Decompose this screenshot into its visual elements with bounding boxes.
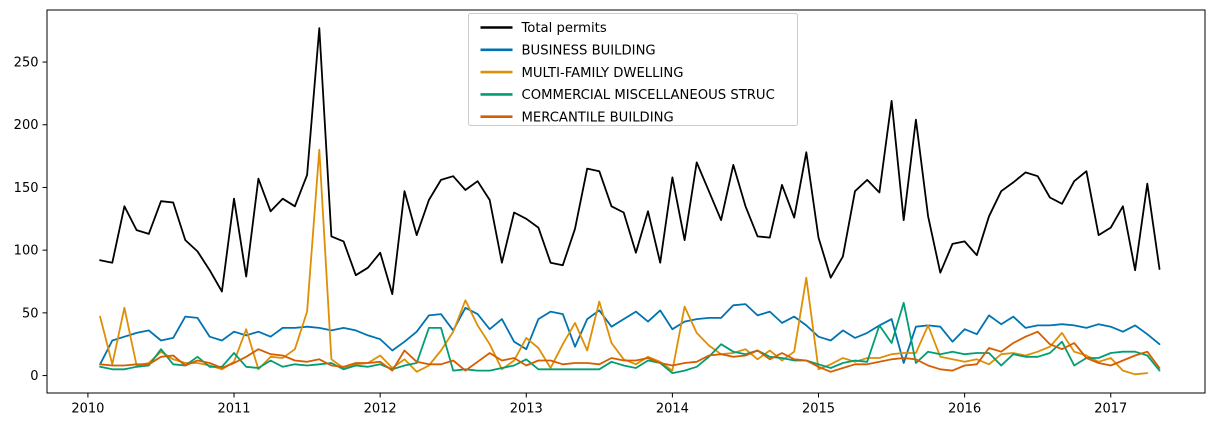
x-tick-label: 2017 — [1094, 402, 1127, 417]
legend-label-commercial-miscellaneous-struc: COMMERCIAL MISCELLANEOUS STRUC — [522, 88, 775, 103]
x-tick-label: 2014 — [656, 402, 689, 417]
x-tick-label: 2013 — [510, 402, 543, 417]
legend-label-business-building: BUSINESS BUILDING — [522, 44, 656, 59]
x-tick-label: 2010 — [71, 402, 104, 417]
series-line-multi-family-dwelling — [99, 148, 1149, 376]
series-line-commercial-miscellaneous-struc — [99, 301, 1161, 374]
x-tick-label: 2011 — [217, 402, 250, 417]
legend-box — [468, 13, 798, 126]
series-line-business-building — [99, 303, 1161, 366]
y-tick-label: 100 — [14, 244, 39, 259]
series-line-mercantile-building — [99, 330, 1161, 373]
x-tick-label: 2016 — [948, 402, 981, 417]
legend-label-multi-family-dwelling: MULTI-FAMILY DWELLING — [522, 66, 684, 81]
legend-label-total-permits: Total permits — [521, 21, 607, 36]
y-tick-label: 150 — [14, 181, 39, 196]
y-tick-label: 50 — [22, 306, 39, 321]
x-tick-label: 2015 — [802, 402, 835, 417]
legend-label-mercantile-building: MERCANTILE BUILDING — [522, 110, 674, 125]
y-tick-label: 0 — [30, 369, 38, 384]
plot-area-border — [46, 9, 1206, 394]
y-tick-label: 200 — [14, 118, 39, 133]
series-line-total-permits — [99, 27, 1161, 295]
x-tick-label: 2012 — [364, 402, 397, 417]
y-tick-label: 250 — [14, 56, 39, 71]
